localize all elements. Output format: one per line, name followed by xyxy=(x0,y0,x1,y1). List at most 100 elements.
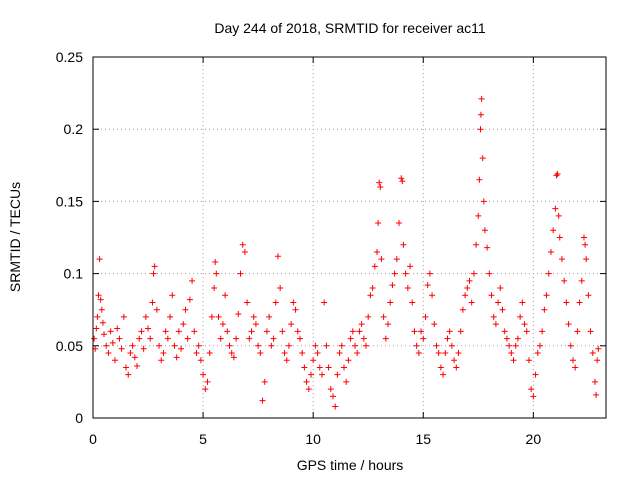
data-point xyxy=(440,371,447,378)
data-point xyxy=(517,313,524,320)
chart-title: Day 244 of 2018, SRMTID for receiver ac1… xyxy=(214,20,486,36)
data-point xyxy=(136,335,143,342)
data-point xyxy=(277,285,284,292)
data-point xyxy=(448,342,455,349)
data-point xyxy=(211,285,218,292)
data-point xyxy=(532,371,539,378)
data-point xyxy=(279,328,286,335)
data-point xyxy=(285,342,292,349)
data-point xyxy=(290,299,297,306)
data-point xyxy=(534,350,541,357)
data-point xyxy=(503,335,510,342)
data-point xyxy=(116,335,123,342)
data-point xyxy=(129,342,136,349)
data-point xyxy=(478,95,485,102)
data-point xyxy=(374,248,381,255)
data-point xyxy=(212,259,219,266)
data-point xyxy=(202,386,209,393)
data-point xyxy=(349,328,356,335)
data-point xyxy=(257,350,264,357)
data-point xyxy=(215,313,222,320)
data-point xyxy=(112,357,119,364)
data-point xyxy=(94,313,101,320)
data-point xyxy=(354,350,361,357)
data-point xyxy=(554,170,561,177)
data-point xyxy=(204,378,211,385)
data-point xyxy=(409,299,416,306)
data-point xyxy=(303,378,310,385)
data-point xyxy=(156,342,163,349)
data-point xyxy=(545,270,552,277)
data-point xyxy=(224,328,231,335)
data-point xyxy=(296,335,303,342)
data-point xyxy=(109,339,116,346)
data-point xyxy=(186,296,193,303)
data-point xyxy=(352,342,359,349)
data-point xyxy=(114,325,121,332)
data-point xyxy=(263,328,270,335)
data-point xyxy=(576,299,583,306)
x-tick-label: 5 xyxy=(199,431,207,447)
data-point xyxy=(393,256,400,263)
data-point xyxy=(200,371,207,378)
data-point xyxy=(358,321,365,328)
data-point xyxy=(365,313,372,320)
data-point xyxy=(367,292,374,299)
data-point xyxy=(153,306,160,313)
data-point xyxy=(567,342,574,349)
data-point xyxy=(138,328,145,335)
data-point xyxy=(486,270,493,277)
data-point xyxy=(91,335,98,342)
data-point xyxy=(219,321,226,328)
data-point xyxy=(593,391,600,398)
data-point xyxy=(431,321,438,328)
data-point xyxy=(120,313,127,320)
data-point xyxy=(97,296,104,303)
data-point xyxy=(470,270,477,277)
data-point xyxy=(99,319,106,326)
data-point xyxy=(118,345,125,352)
x-axis-label: GPS time / hours xyxy=(297,457,404,473)
data-point xyxy=(459,306,466,313)
data-point xyxy=(543,292,550,299)
data-point xyxy=(95,292,102,299)
data-point xyxy=(591,378,598,385)
data-point xyxy=(195,342,202,349)
data-point xyxy=(103,342,110,349)
data-point xyxy=(169,292,176,299)
data-point xyxy=(525,357,532,364)
data-point xyxy=(261,378,268,385)
data-point xyxy=(418,328,425,335)
data-point xyxy=(446,328,453,335)
data-point xyxy=(558,256,565,263)
data-point xyxy=(96,256,103,263)
data-point xyxy=(426,270,433,277)
data-point xyxy=(241,248,248,255)
data-point xyxy=(495,299,502,306)
data-point xyxy=(402,270,409,277)
data-point xyxy=(508,350,515,357)
data-point xyxy=(451,357,458,364)
data-point xyxy=(473,241,480,248)
data-point xyxy=(582,241,589,248)
data-point xyxy=(377,183,384,190)
x-tick-label: 10 xyxy=(305,431,321,447)
data-point xyxy=(523,328,530,335)
data-point xyxy=(127,350,134,357)
data-point xyxy=(147,335,154,342)
data-point xyxy=(536,342,543,349)
y-tick-label: 0.05 xyxy=(56,338,83,354)
data-point xyxy=(583,256,590,263)
data-point xyxy=(281,350,288,357)
data-point xyxy=(206,350,213,357)
data-point xyxy=(512,342,519,349)
data-point xyxy=(477,126,484,133)
data-point xyxy=(497,285,504,292)
x-tick-label: 0 xyxy=(89,431,97,447)
ticks-layer: 0 5 10 15 20 0 0.05 0.1 0.15 0.2 0.25 xyxy=(56,49,606,447)
data-point xyxy=(479,155,486,162)
data-point xyxy=(226,342,233,349)
data-point xyxy=(93,325,100,332)
data-point xyxy=(462,292,469,299)
data-point xyxy=(464,285,471,292)
